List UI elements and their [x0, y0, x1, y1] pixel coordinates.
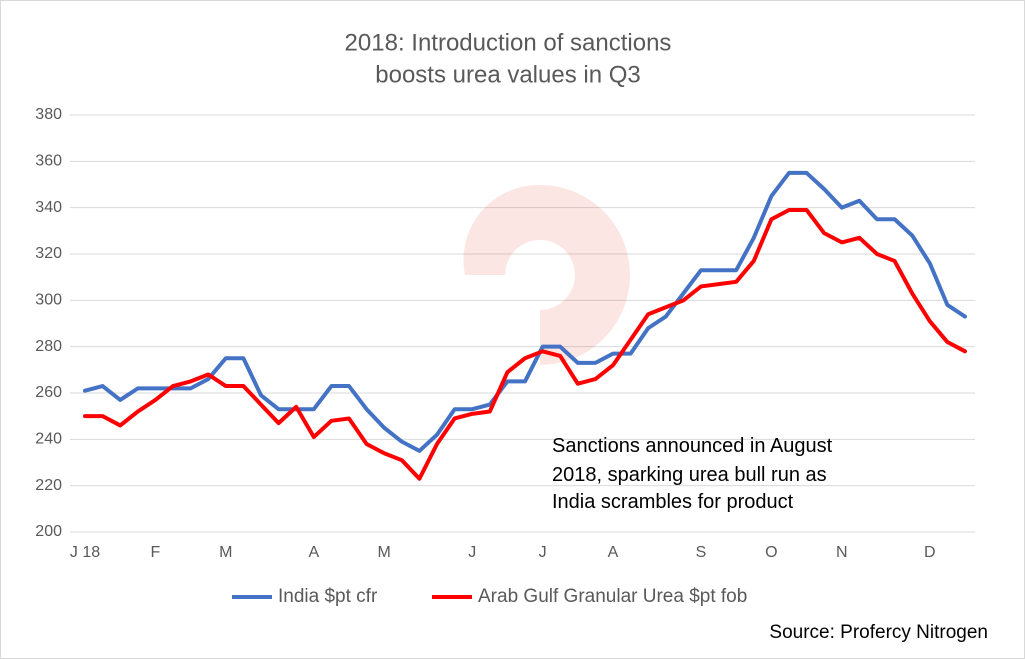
source: Source: Profercy Nitrogen	[769, 622, 988, 643]
watermark	[463, 184, 630, 365]
y-tick-label: 200	[35, 523, 62, 540]
legend-label: Arab Gulf Granular Urea $pt fob	[478, 586, 747, 607]
x-tick-label: J 18	[70, 544, 100, 561]
y-tick-label: 380	[35, 106, 62, 123]
y-tick-label: 320	[35, 245, 62, 262]
grid	[70, 114, 975, 533]
x-tick-label: M	[378, 544, 391, 561]
x-tick-label: A	[608, 544, 619, 561]
y-tick-label: 220	[35, 477, 62, 494]
series-line	[83, 207, 967, 481]
y-tick-label: 240	[35, 431, 62, 448]
x-tick-label: S	[696, 544, 707, 561]
x-tick-label: A	[308, 544, 319, 561]
legend-label: India $pt cfr	[278, 586, 378, 607]
annotation: India scrambles for product	[552, 491, 794, 513]
y-tick-label: 340	[35, 199, 62, 216]
x-tick-label: D	[924, 544, 936, 561]
chart-title: 2018: Introduction of sanctions	[345, 29, 672, 56]
x-tick-label: J	[539, 544, 547, 561]
annotation: Sanctions announced in August	[552, 435, 833, 457]
chart-title: boosts urea values in Q3	[375, 61, 641, 88]
y-tick-label: 300	[35, 292, 62, 309]
x-tick-label: M	[219, 544, 232, 561]
x-tick-label: F	[151, 544, 161, 561]
x-tick-label: O	[765, 544, 777, 561]
x-tick-label: J	[468, 544, 476, 561]
y-tick-label: 260	[35, 384, 62, 401]
annotation: 2018, sparking urea bull run as	[552, 464, 827, 486]
y-tick-label: 360	[35, 153, 62, 170]
y-tick-label: 280	[35, 338, 62, 355]
series-line	[83, 170, 967, 453]
x-tick-label: N	[836, 544, 848, 561]
